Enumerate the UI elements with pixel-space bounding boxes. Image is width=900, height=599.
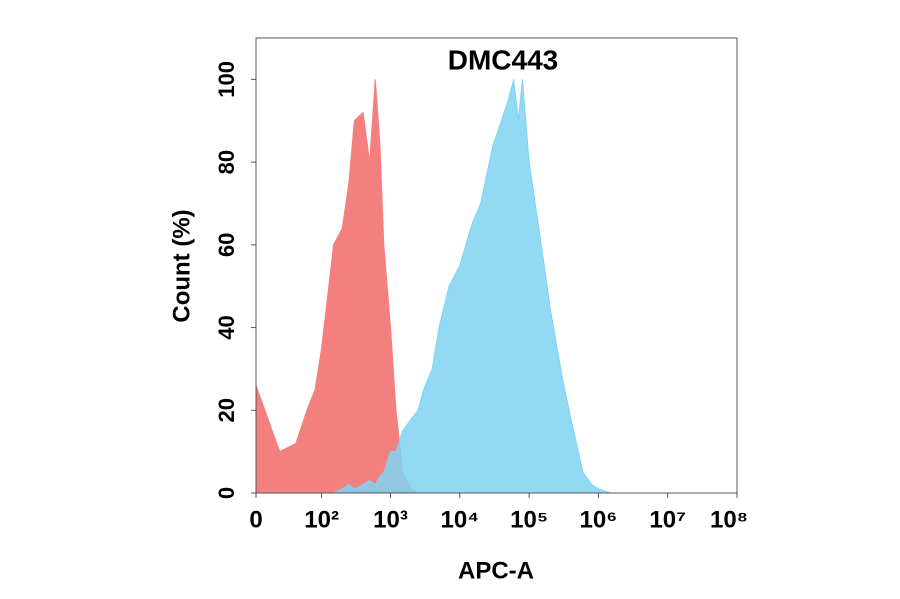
x-tick-label: 10² (304, 506, 339, 533)
y-tick-label: 20 (214, 398, 239, 422)
y-tick-label: 100 (214, 61, 239, 98)
x-tick-label: 10⁶ (580, 506, 618, 533)
y-tick-label: 0 (214, 487, 239, 499)
x-tick-label: 10⁵ (510, 506, 548, 533)
area-fill (256, 79, 737, 494)
area-line (256, 79, 737, 494)
x-tick-label: 10⁸ (710, 506, 748, 533)
y-axis-title: Count (%) (168, 209, 195, 322)
y-tick-label: 40 (214, 315, 239, 339)
y-tick-label: 80 (214, 150, 239, 174)
area-fill (256, 79, 737, 494)
x-tick-label: 10⁴ (441, 506, 480, 533)
x-tick-label: 10³ (373, 506, 408, 533)
y-tick-label: 60 (214, 233, 239, 257)
x-axis-title: APC-A (458, 557, 534, 584)
chart-title: DMC443 (448, 44, 558, 75)
x-tick-label: 10⁷ (649, 506, 686, 533)
plot-frame (255, 37, 738, 494)
x-tick-label: 0 (249, 506, 262, 533)
